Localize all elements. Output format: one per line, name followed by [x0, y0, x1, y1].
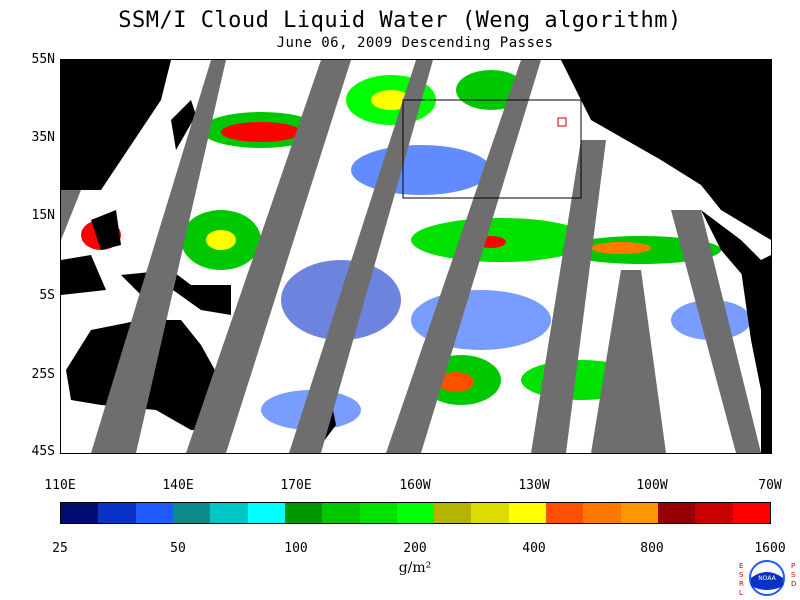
units-label: g/m² [398, 560, 432, 576]
cloud-water-map [60, 59, 772, 454]
legend-label-400: 400 [522, 541, 546, 556]
land-masses [61, 60, 771, 453]
region-box [402, 99, 582, 199]
y-label-55n: 55N [31, 52, 55, 67]
legend-swatch [546, 503, 584, 523]
psd-text: P [791, 562, 795, 570]
y-label-35n: 35N [31, 130, 55, 145]
x-label-110e: 110E [44, 478, 76, 493]
map-title: SSM/I Cloud Liquid Water (Weng algorithm… [118, 8, 682, 33]
legend-swatch [732, 503, 770, 523]
x-label-100w: 100W [636, 478, 668, 493]
legend-swatch [658, 503, 696, 523]
x-label-130w: 130W [518, 478, 550, 493]
legend-swatch [322, 503, 360, 523]
y-label-25s: 25S [31, 367, 55, 382]
legend-swatch [396, 503, 435, 523]
x-label-170e: 170E [280, 478, 312, 493]
svg-text:S: S [739, 571, 744, 579]
legend-swatch [434, 503, 472, 523]
esrl-text: E [739, 562, 743, 570]
svg-text:L: L [739, 589, 743, 597]
svg-text:S: S [791, 571, 796, 579]
legend-swatch [61, 503, 99, 523]
legend-swatch [583, 503, 621, 523]
legend-swatch [135, 503, 173, 523]
noaa-logo: E S R L NOAA P S D [739, 560, 796, 597]
legend-label-1600: 1600 [754, 541, 786, 556]
noaa-text: NOAA [758, 575, 776, 582]
legend-swatch [620, 503, 658, 523]
map-subtitle: June 06, 2009 Descending Passes [276, 35, 554, 51]
legend-label-100: 100 [284, 541, 308, 556]
legend-swatch [359, 503, 397, 523]
legend-label-200: 200 [403, 541, 427, 556]
legend-label-25: 25 [52, 541, 68, 556]
y-label-5s: 5S [39, 288, 55, 303]
x-label-140e: 140E [162, 478, 194, 493]
color-legend [60, 502, 771, 524]
legend-label-50: 50 [170, 541, 186, 556]
x-label-70w: 70W [758, 478, 782, 493]
legend-swatch [210, 503, 248, 523]
legend-swatch [695, 503, 733, 523]
small-region-box [557, 117, 567, 127]
legend-swatch [508, 503, 547, 523]
legend-swatch [172, 503, 211, 523]
svg-text:R: R [739, 580, 744, 588]
y-label-15n: 15N [31, 208, 55, 223]
legend-swatch [247, 503, 285, 523]
data-gaps [61, 60, 761, 453]
y-label-45s: 45S [31, 444, 55, 459]
x-label-160w: 160W [399, 478, 431, 493]
legend-swatch [471, 503, 509, 523]
legend-swatch [98, 503, 136, 523]
legend-label-800: 800 [640, 541, 664, 556]
map-canvas [61, 60, 771, 453]
legend-swatch [284, 503, 323, 523]
svg-text:D: D [791, 580, 796, 588]
